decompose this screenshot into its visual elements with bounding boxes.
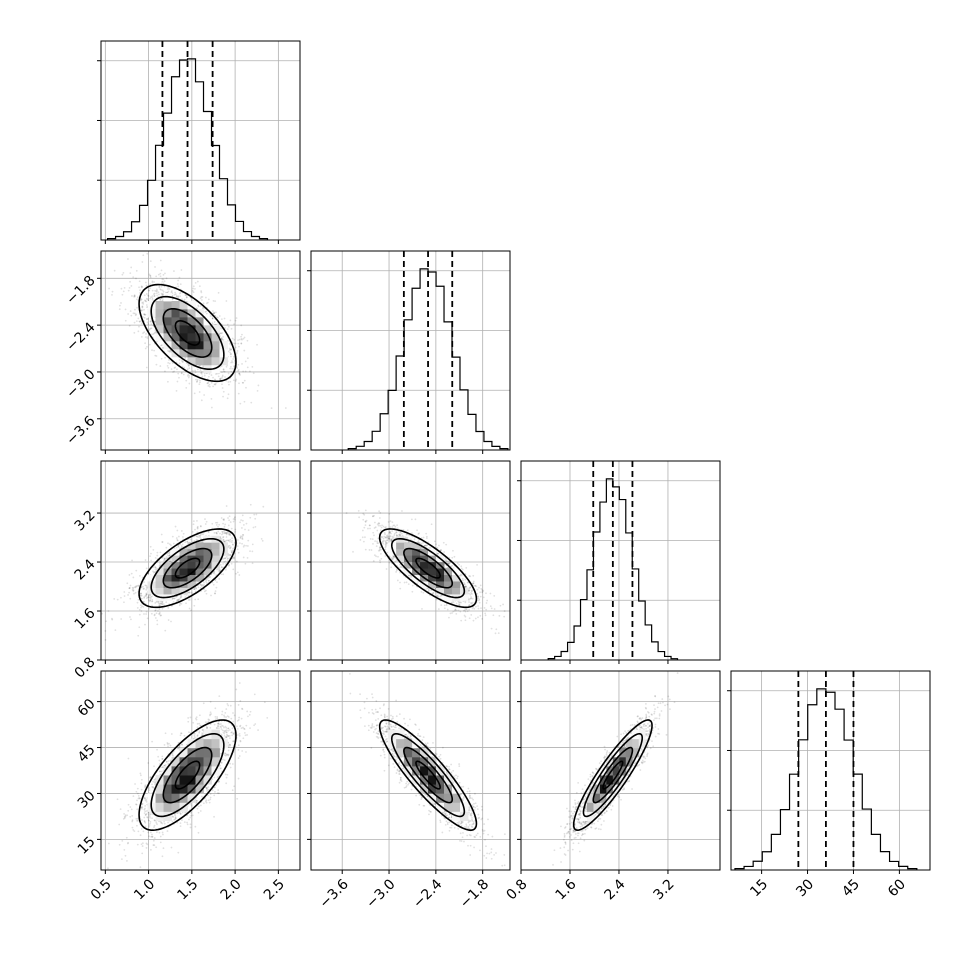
- contour-level-2: [403, 746, 454, 804]
- x-tick-label: 1.6: [553, 876, 580, 903]
- x-tick-label: 45: [839, 876, 863, 900]
- histogram-panel-2: [517, 460, 721, 664]
- panel-frame: [100, 460, 301, 661]
- histogram-step-1: [347, 268, 509, 450]
- y-tick-label: −2.4: [63, 319, 98, 354]
- contour-level-3: [150, 732, 225, 818]
- y-tick-label: 45: [75, 742, 99, 766]
- x-tick-label: −3.0: [363, 876, 398, 911]
- contour-level-4: [378, 528, 478, 609]
- y-tick-label: −3.6: [63, 413, 98, 448]
- scatter-panel-3-2: [517, 670, 721, 874]
- x-tick-label: 15: [747, 876, 771, 900]
- x-tick-label: 1.5: [174, 876, 201, 903]
- contour-level-2: [592, 746, 634, 804]
- contour-level-4: [138, 283, 237, 383]
- contour-level-4: [378, 719, 478, 831]
- contour-level-2: [162, 307, 213, 358]
- y-tick-label: −3.0: [63, 366, 98, 401]
- y-tick-label: 30: [75, 788, 99, 812]
- y-tick-label: 60: [75, 696, 99, 720]
- scatter-panel-1-0: [97, 250, 301, 454]
- panel-frame: [520, 670, 721, 871]
- y-tick-label: 1.6: [72, 605, 99, 632]
- panel-frame: [100, 40, 301, 241]
- x-tick-label: 60: [885, 876, 909, 900]
- x-tick-label: 1.0: [131, 876, 158, 903]
- x-tick-label: 30: [793, 876, 817, 900]
- y-tick-label: 15: [75, 834, 99, 858]
- histogram-panel-3: [727, 670, 931, 874]
- histogram-panel-0: [97, 40, 301, 244]
- panel-frame: [310, 670, 511, 871]
- scatter-panel-3-0: [97, 670, 301, 874]
- panel-frame: [100, 670, 301, 871]
- scatter-panel-2-1: [307, 460, 511, 664]
- contour-level-3: [582, 732, 644, 818]
- y-tick-label: −1.8: [63, 273, 98, 308]
- panel-frame: [310, 250, 511, 451]
- x-tick-label: 3.2: [651, 876, 678, 903]
- x-tick-label: 2.5: [261, 876, 288, 903]
- contour-level-1: [415, 557, 441, 579]
- contour-level-3: [390, 732, 466, 818]
- density-cells: [147, 729, 228, 821]
- scatter-panel-3-1: [307, 670, 511, 874]
- x-tick-label: 2.4: [602, 876, 629, 903]
- x-tick-label: −2.4: [410, 876, 445, 911]
- x-tick-label: −1.8: [457, 876, 492, 911]
- contour-level-3: [390, 537, 466, 599]
- contour-level-1: [174, 760, 201, 790]
- panel-frame: [310, 460, 511, 661]
- panel-frame: [100, 250, 301, 451]
- contour-level-3: [150, 295, 225, 371]
- y-tick-label: 2.4: [72, 556, 99, 583]
- y-tick-label: 3.2: [72, 507, 99, 534]
- contour-level-3: [150, 537, 225, 599]
- contour-level-2: [162, 547, 213, 589]
- contour-level-1: [174, 320, 201, 346]
- contour-level-2: [162, 746, 213, 804]
- contour-level-4: [138, 528, 237, 609]
- contour-level-1: [415, 760, 441, 790]
- histogram-step-3: [734, 688, 918, 870]
- panel-frame: [730, 670, 931, 871]
- x-tick-label: −3.6: [316, 876, 351, 911]
- contour-level-2: [403, 547, 454, 589]
- scatter-panel-2-0: [97, 460, 301, 664]
- panel-frame: [520, 460, 721, 661]
- contour-level-4: [138, 719, 237, 831]
- histogram-step-0: [106, 58, 269, 240]
- contour-level-1: [174, 557, 201, 579]
- x-tick-label: 0.8: [504, 876, 531, 903]
- contour-level-4: [572, 719, 653, 832]
- histogram-panel-1: [307, 250, 511, 454]
- x-tick-label: 0.5: [88, 876, 115, 903]
- y-tick-label: 0.8: [72, 654, 99, 681]
- x-tick-label: 2.0: [218, 876, 245, 903]
- contour-level-1: [602, 760, 624, 790]
